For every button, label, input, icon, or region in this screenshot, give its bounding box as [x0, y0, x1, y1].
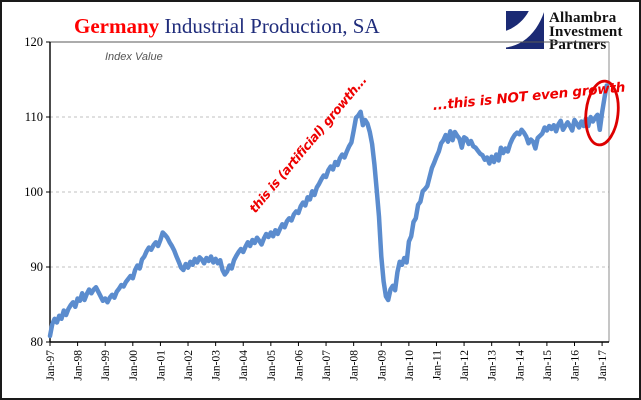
- x-tick-label: Jan-05: [266, 350, 278, 381]
- y-tick-label: 100: [24, 185, 43, 199]
- y-tick-label: 110: [25, 110, 43, 124]
- x-tick-label: Jan-16: [569, 350, 581, 381]
- logo-line-1: Alhambra: [549, 10, 617, 26]
- alhambra-logo: Alhambra Investment Partners: [506, 10, 639, 57]
- highlight-ellipse-icon: [584, 79, 620, 147]
- y-axis-unit-label: Index Value: [105, 51, 163, 63]
- x-tick-label: Jan-02: [183, 350, 195, 381]
- y-tick-label: 90: [31, 260, 44, 274]
- title-country: Germany: [74, 14, 160, 38]
- logo-line-3: Partners: [549, 37, 607, 53]
- x-tick-label: Jan-10: [404, 350, 416, 381]
- alhambra-logo-icon: [506, 11, 544, 50]
- x-tick-label: Jan-14: [514, 350, 526, 381]
- x-tick-label: Jan-03: [211, 350, 223, 381]
- logo-line-2: Investment: [549, 23, 623, 40]
- x-tick-label: Jan-12: [459, 350, 471, 381]
- x-tick-label: Jan-17: [597, 350, 609, 381]
- x-tick-label: Jan-00: [128, 350, 140, 381]
- x-tick-label: Jan-09: [376, 350, 388, 381]
- x-tick-label: Jan-98: [73, 350, 85, 381]
- y-tick-label: 120: [24, 35, 43, 49]
- x-tick-label: Jan-11: [431, 350, 443, 380]
- x-tick-label: Jan-06: [293, 350, 305, 381]
- x-tick-label: Jan-07: [321, 350, 333, 381]
- x-tick-label: Jan-15: [542, 350, 554, 381]
- x-tick-label: Jan-99: [100, 350, 112, 381]
- alhambra-logo-text: Alhambra Investment Partners: [549, 10, 623, 57]
- y-tick-label: 80: [31, 335, 44, 349]
- x-tick-label: Jan-04: [238, 350, 250, 381]
- industrial-production-line: [47, 83, 609, 339]
- chart-title: Germany Industrial Production, SA: [74, 14, 380, 39]
- x-tick-label: Jan-97: [45, 350, 57, 381]
- x-tick-label: Jan-08: [349, 350, 361, 381]
- x-tick-label: Jan-01: [155, 350, 167, 381]
- x-tick-label: Jan-13: [487, 350, 499, 381]
- title-rest: Industrial Production, SA: [159, 14, 380, 38]
